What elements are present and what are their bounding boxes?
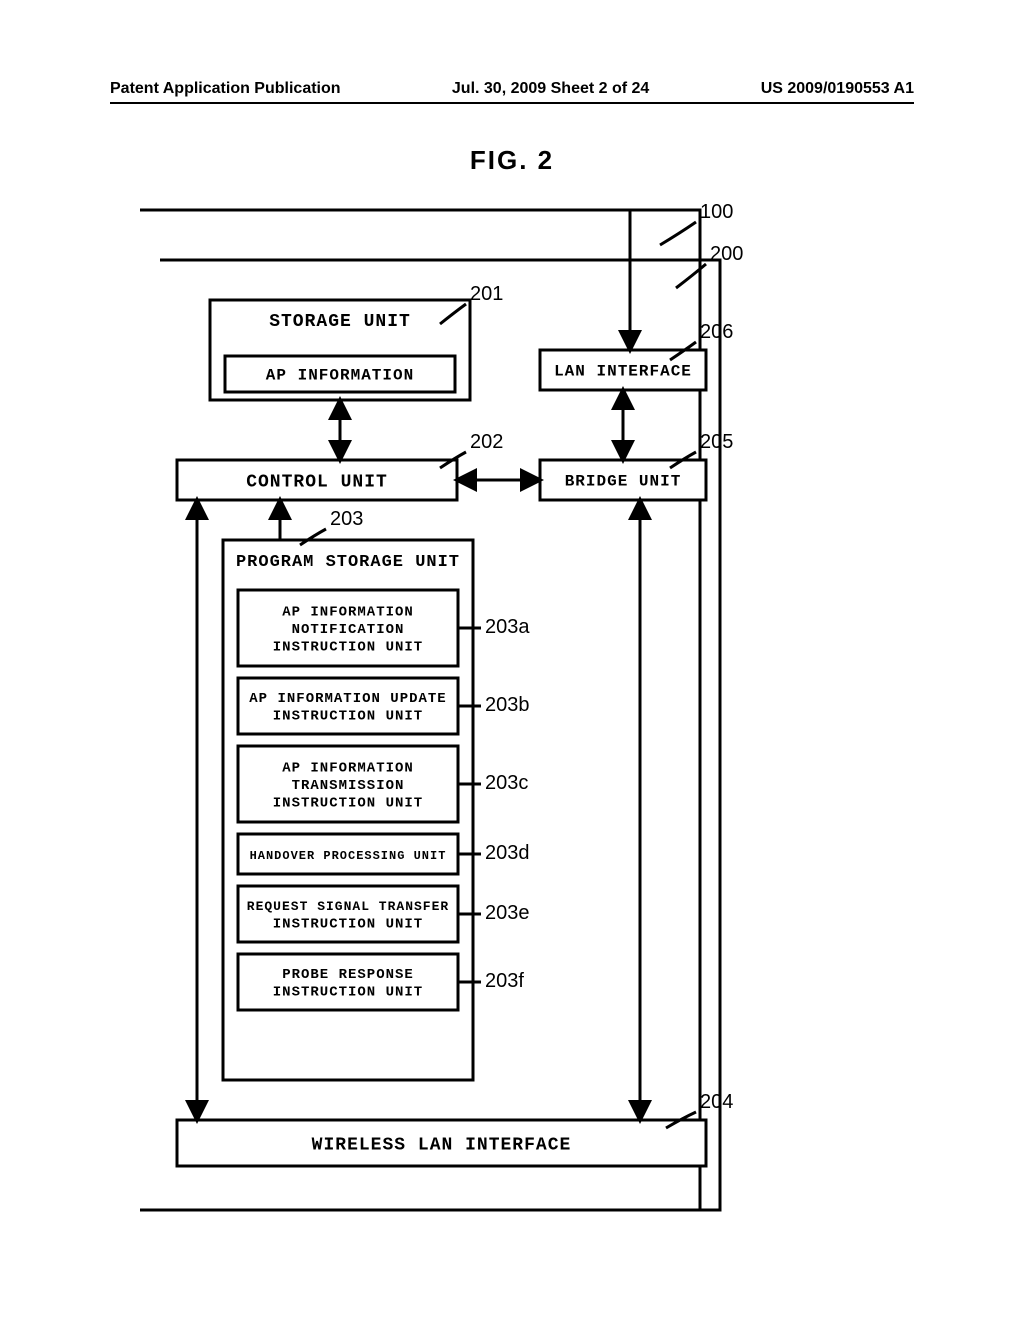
svg-text:INSTRUCTION UNIT: INSTRUCTION UNIT: [273, 709, 423, 725]
svg-text:AP INFORMATION: AP INFORMATION: [282, 760, 414, 776]
svg-text:CONTROL UNIT: CONTROL UNIT: [246, 472, 388, 492]
svg-text:204: 204: [700, 1091, 733, 1113]
svg-text:REQUEST SIGNAL TRANSFER: REQUEST SIGNAL TRANSFER: [247, 899, 449, 914]
svg-text:202: 202: [470, 431, 503, 453]
svg-text:TRANSMISSION: TRANSMISSION: [292, 778, 405, 794]
svg-text:203: 203: [330, 508, 363, 530]
svg-text:205: 205: [700, 431, 733, 453]
svg-text:INSTRUCTION UNIT: INSTRUCTION UNIT: [273, 639, 423, 655]
block-diagram: STORAGE UNIT AP INFORMATION LAN INTERFACE C…: [0, 0, 1024, 1320]
svg-text:HANDOVER PROCESSING UNIT: HANDOVER PROCESSING UNIT: [250, 849, 447, 863]
svg-text:PROBE RESPONSE: PROBE RESPONSE: [282, 967, 414, 983]
svg-text:INSTRUCTION UNIT: INSTRUCTION UNIT: [273, 917, 423, 933]
svg-text:BRIDGE UNIT: BRIDGE UNIT: [565, 473, 682, 491]
svg-text:200: 200: [710, 243, 743, 265]
svg-text:203c: 203c: [485, 772, 528, 794]
svg-text:100: 100: [700, 201, 733, 223]
svg-text:203e: 203e: [485, 902, 530, 924]
svg-text:INSTRUCTION UNIT: INSTRUCTION UNIT: [273, 985, 423, 1001]
svg-text:AP INFORMATION: AP INFORMATION: [266, 367, 414, 385]
svg-text:203f: 203f: [485, 970, 524, 992]
svg-text:AP INFORMATION: AP INFORMATION: [282, 604, 414, 620]
svg-text:PROGRAM STORAGE UNIT: PROGRAM STORAGE UNIT: [236, 553, 460, 572]
svg-text:201: 201: [470, 283, 503, 305]
svg-text:203b: 203b: [485, 694, 530, 716]
svg-text:WIRELESS LAN INTERFACE: WIRELESS LAN INTERFACE: [312, 1135, 572, 1155]
svg-text:AP INFORMATION UPDATE: AP INFORMATION UPDATE: [249, 691, 446, 707]
svg-text:INSTRUCTION UNIT: INSTRUCTION UNIT: [273, 795, 423, 811]
svg-text:206: 206: [700, 321, 733, 343]
svg-text:NOTIFICATION: NOTIFICATION: [292, 622, 405, 638]
svg-text:LAN INTERFACE: LAN INTERFACE: [554, 363, 692, 381]
svg-text:203a: 203a: [485, 616, 530, 638]
svg-text:203d: 203d: [485, 842, 530, 864]
svg-text:STORAGE UNIT: STORAGE UNIT: [269, 312, 411, 332]
